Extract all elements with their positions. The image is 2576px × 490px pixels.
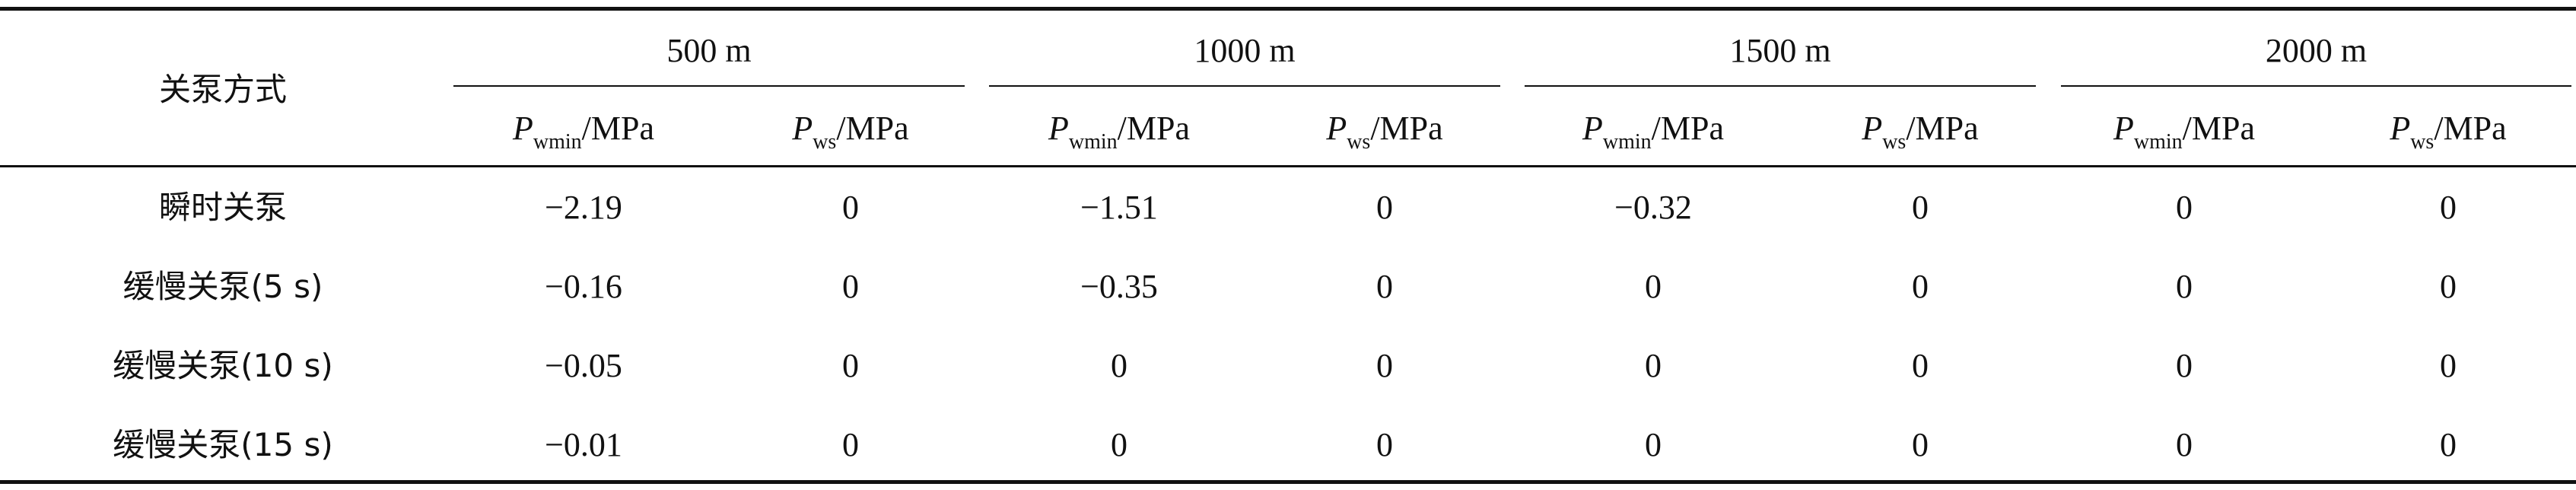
value-cell: 0: [2440, 426, 2457, 463]
group-rule: [2061, 85, 2571, 87]
sub-header-symbol: P: [512, 110, 533, 147]
row-label: 瞬时关泵: [158, 189, 288, 226]
value-cell: −0.35: [1080, 268, 1158, 305]
value-cell: 0: [842, 268, 859, 305]
value-cell: 0: [2440, 189, 2457, 226]
sub-header-unit: /MPa: [581, 110, 655, 147]
row-header: 关泵方式: [158, 71, 288, 108]
sub-header-subscript: ws: [813, 130, 837, 154]
value-cell: −2.19: [545, 189, 622, 226]
sub-header-subscript: wmin: [2133, 130, 2183, 154]
row-label: 缓慢关泵(5 s): [122, 268, 323, 305]
sub-header-subscript: wmin: [1602, 130, 1652, 154]
value-cell: 0: [1376, 426, 1393, 463]
sub-header-subscript: ws: [2410, 130, 2434, 154]
group-header: 1000 m: [1194, 32, 1296, 69]
value-cell: 0: [2176, 426, 2193, 463]
value-cell: −0.32: [1614, 189, 1692, 226]
sub-header-unit: /MPa: [1906, 110, 1979, 147]
value-cell: −1.51: [1080, 189, 1158, 226]
sub-header-unit: /MPa: [2434, 110, 2507, 147]
bottom-rule: [0, 480, 2576, 484]
value-cell: 0: [1912, 189, 1929, 226]
sub-header: Pwmin/MPa: [2113, 110, 2256, 153]
value-cell: 0: [2176, 189, 2193, 226]
sub-header-symbol: P: [1862, 110, 1883, 147]
sub-header-symbol: P: [1582, 110, 1603, 147]
value-cell: −0.16: [545, 268, 622, 305]
sub-header: Pws/MPa: [2390, 110, 2507, 153]
sub-header: Pws/MPa: [792, 110, 909, 153]
sub-header: Pwmin/MPa: [1582, 110, 1725, 153]
sub-header-symbol: P: [1326, 110, 1347, 147]
sub-header: Pws/MPa: [1326, 110, 1443, 153]
value-cell: 0: [1912, 347, 1929, 384]
sub-header-symbol: P: [792, 110, 813, 147]
value-cell: 0: [2176, 268, 2193, 305]
sub-header-subscript: ws: [1882, 130, 1907, 154]
value-cell: 0: [1645, 426, 1662, 463]
sub-header: Pwmin/MPa: [1048, 110, 1191, 153]
row-label: 缓慢关泵(10 s): [113, 347, 333, 384]
row-label: 缓慢关泵(15 s): [113, 426, 333, 463]
value-cell: 0: [2440, 268, 2457, 305]
value-cell: 0: [1645, 268, 1662, 305]
value-cell: 0: [1111, 347, 1127, 384]
value-cell: 0: [1376, 268, 1393, 305]
group-header: 1500 m: [1729, 32, 1831, 69]
value-cell: 0: [1111, 426, 1127, 463]
sub-header-unit: /MPa: [2182, 110, 2256, 147]
header-rule: [0, 165, 2576, 167]
group-header: 2000 m: [2265, 32, 2368, 69]
value-cell: −0.05: [545, 347, 622, 384]
value-cell: 0: [1645, 347, 1662, 384]
sub-header-subscript: wmin: [1068, 130, 1118, 154]
sub-header-subscript: wmin: [533, 130, 582, 154]
value-cell: 0: [1912, 268, 1929, 305]
sub-header-unit: /MPa: [836, 110, 909, 147]
value-cell: 0: [842, 347, 859, 384]
value-cell: 0: [2176, 347, 2193, 384]
sub-header-symbol: P: [2390, 110, 2411, 147]
group-rule: [1525, 85, 2036, 87]
sub-header-unit: /MPa: [1651, 110, 1725, 147]
group-rule: [453, 85, 965, 87]
value-cell: −0.01: [545, 426, 622, 463]
value-cell: 0: [842, 189, 859, 226]
sub-header-symbol: P: [1048, 110, 1069, 147]
group-rule: [989, 85, 1500, 87]
sub-header-symbol: P: [2113, 110, 2134, 147]
group-header: 500 m: [666, 32, 752, 69]
value-cell: 0: [1376, 189, 1393, 226]
sub-header: Pws/MPa: [1862, 110, 1979, 153]
sub-header: Pwmin/MPa: [512, 110, 655, 153]
value-cell: 0: [1376, 347, 1393, 384]
value-cell: 0: [842, 426, 859, 463]
sub-header-unit: /MPa: [1370, 110, 1443, 147]
value-cell: 0: [1912, 426, 1929, 463]
sub-header-subscript: ws: [1347, 130, 1371, 154]
sub-header-unit: /MPa: [1117, 110, 1191, 147]
value-cell: 0: [2440, 347, 2457, 384]
top-rule: [0, 7, 2576, 11]
